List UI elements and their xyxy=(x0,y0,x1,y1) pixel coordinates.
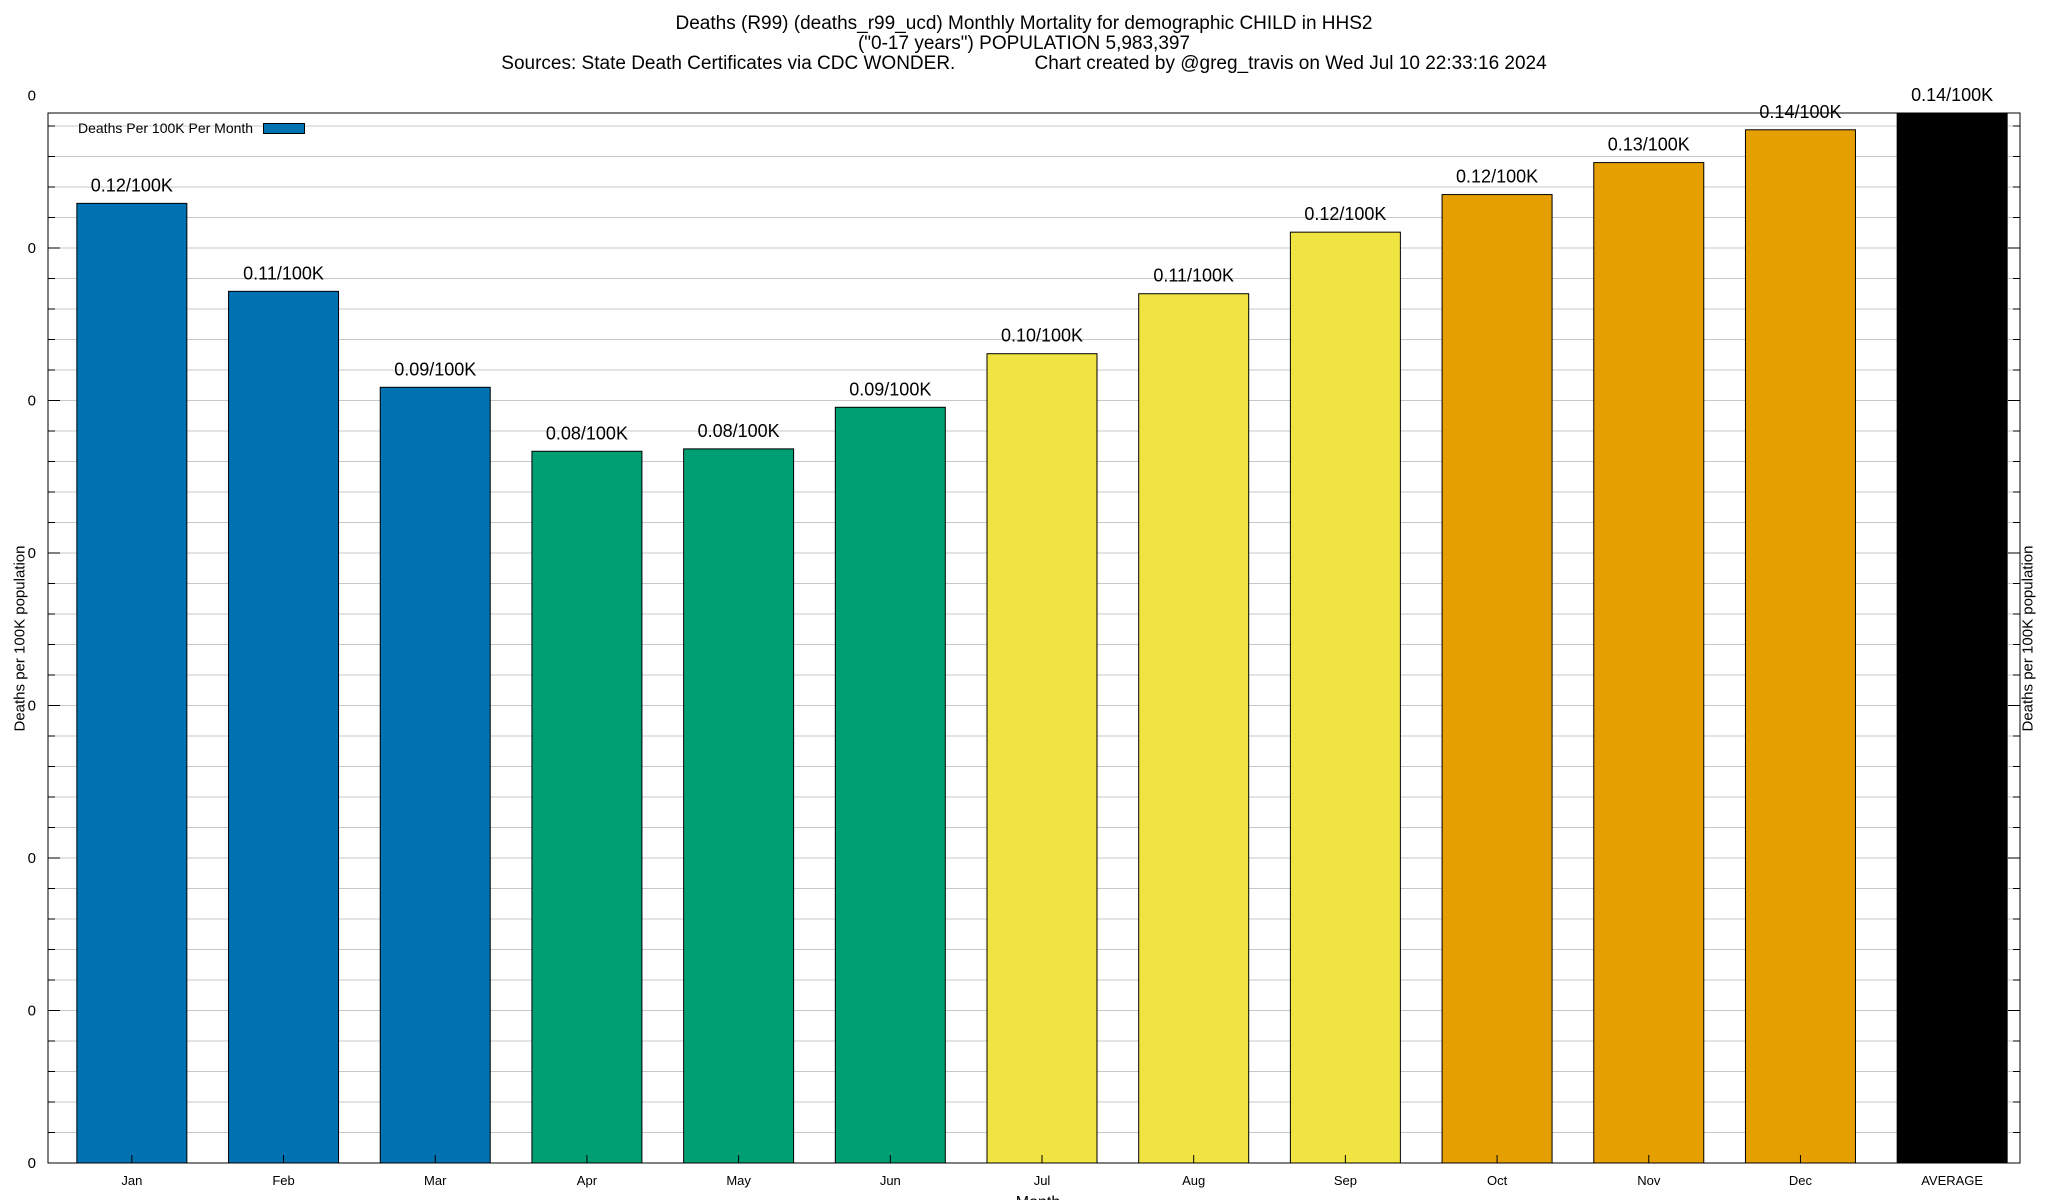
plot-frame xyxy=(47,112,2021,1164)
legend: Deaths Per 100K Per Month xyxy=(78,120,306,136)
data-label: 0.09/100K xyxy=(394,359,476,379)
data-label: 0.09/100K xyxy=(849,379,931,399)
y-tick-label: 0 xyxy=(28,393,36,410)
data-label: 0.12/100K xyxy=(91,175,173,195)
x-tick-label: Mar xyxy=(424,1173,447,1188)
x-tick-label: Apr xyxy=(577,1173,598,1188)
x-tick-label: AVERAGE xyxy=(1921,1173,1983,1188)
x-tick-label: May xyxy=(726,1173,751,1188)
y-tick-label: 0 xyxy=(28,88,36,105)
data-label: 0.12/100K xyxy=(1304,204,1386,224)
x-tick-label: Jun xyxy=(880,1173,901,1188)
title-line-2: ("0-17 years") POPULATION 5,983,397 xyxy=(857,33,1191,54)
bar xyxy=(76,202,188,1164)
data-label: 0.08/100K xyxy=(698,421,780,441)
x-axis-label: Month xyxy=(1016,1194,1060,1200)
data-label: 0.10/100K xyxy=(1001,326,1083,346)
x-tick-label: Jan xyxy=(121,1173,142,1188)
bar xyxy=(1896,112,2008,1164)
y-tick-label: 0 xyxy=(28,850,36,867)
data-label: 0.14/100K xyxy=(1759,102,1841,122)
x-tick-label: Oct xyxy=(1487,1173,1508,1188)
x-tick-label: Aug xyxy=(1182,1173,1205,1188)
bar xyxy=(1289,231,1401,1164)
bar xyxy=(1744,129,1856,1164)
bar xyxy=(1138,293,1250,1164)
y-tick-label: 0 xyxy=(28,240,36,257)
bar xyxy=(834,406,946,1164)
title-line-1: Deaths (R99) (deaths_r99_ucd) Monthly Mo… xyxy=(675,13,1373,34)
data-label: 0.12/100K xyxy=(1456,167,1538,187)
bar xyxy=(228,290,340,1164)
title-line-3: Sources: State Death Certificates via CD… xyxy=(501,53,1547,74)
data-label: 0.14/100K xyxy=(1911,85,1993,105)
bar xyxy=(986,353,1098,1164)
data-label: 0.13/100K xyxy=(1608,135,1690,155)
legend-label: Deaths Per 100K Per Month xyxy=(78,120,254,136)
bar xyxy=(1593,162,1705,1164)
y-tick-label: 0 xyxy=(28,698,36,715)
x-tick-label: Feb xyxy=(272,1173,294,1188)
x-tick-label: Dec xyxy=(1789,1173,1813,1188)
bar xyxy=(683,448,795,1164)
data-label: 0.08/100K xyxy=(546,423,628,443)
x-tick-label: Jul xyxy=(1034,1173,1051,1188)
bar xyxy=(1441,194,1553,1164)
x-tick-label: Sep xyxy=(1334,1173,1357,1188)
data-label: 0.11/100K xyxy=(1153,266,1234,286)
y-tick-label: 0 xyxy=(28,545,36,562)
y-axis-label-left: Deaths per 100K population xyxy=(11,545,29,732)
x-tick-label: Nov xyxy=(1637,1173,1661,1188)
y-tick-label: 0 xyxy=(28,1155,36,1172)
data-label: 0.11/100K xyxy=(243,263,324,283)
y-axis-label-right: Deaths per 100K population xyxy=(2019,545,2037,732)
y-tick-label: 0 xyxy=(28,1003,36,1020)
bar xyxy=(379,386,491,1164)
bar xyxy=(531,450,643,1164)
chart-title: Deaths (R99) (deaths_r99_ucd) Monthly Mo… xyxy=(0,14,2048,74)
legend-swatch xyxy=(263,122,306,134)
